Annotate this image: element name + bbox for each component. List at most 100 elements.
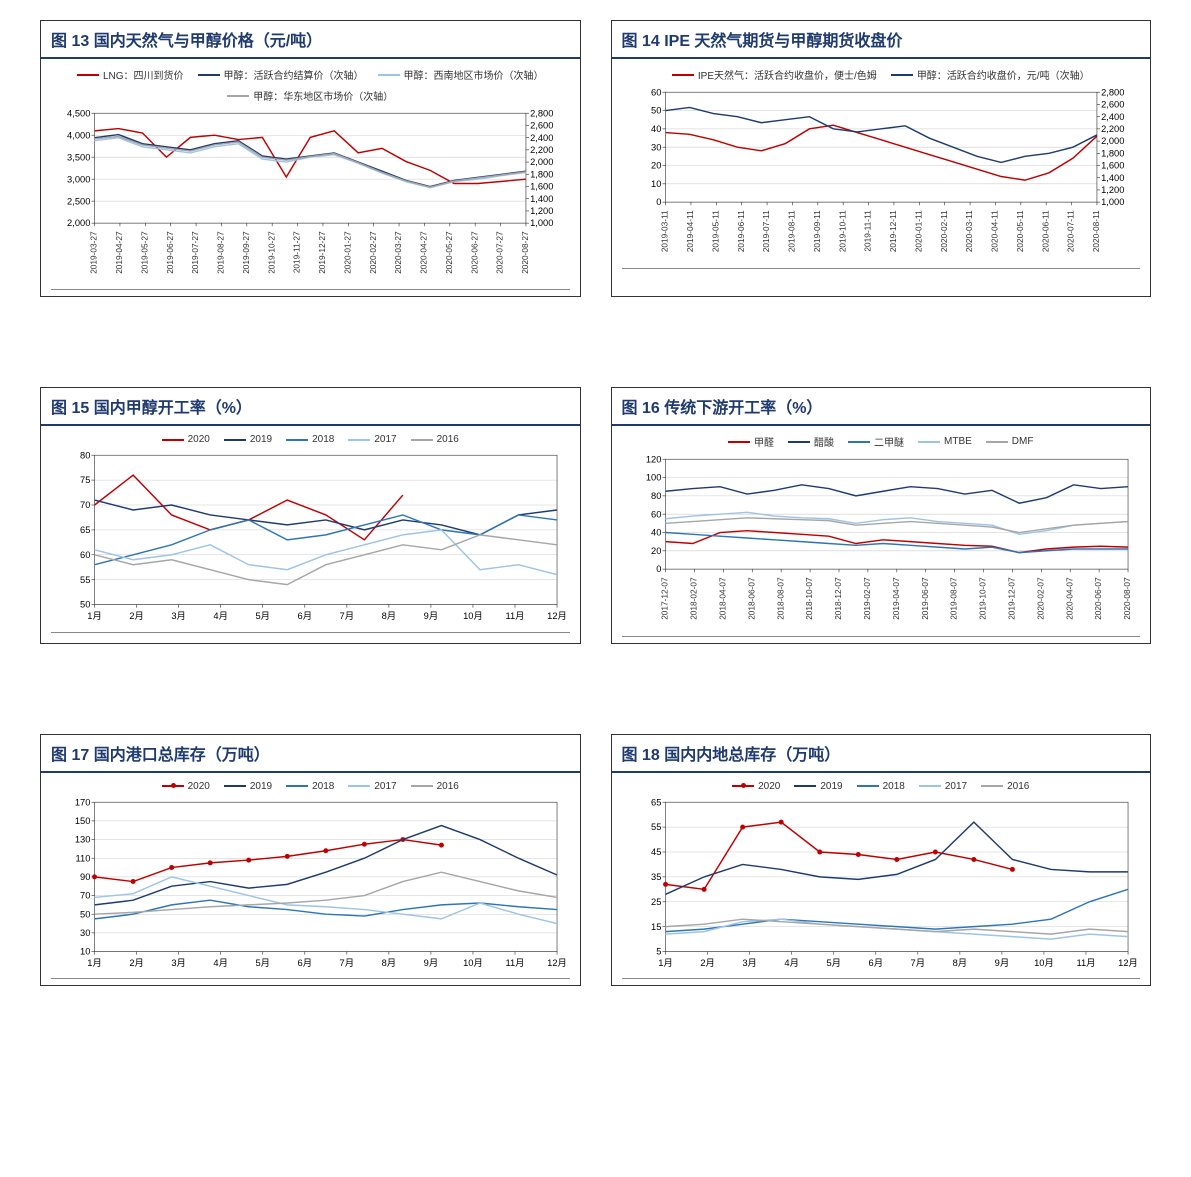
svg-text:2,600: 2,600 — [530, 121, 553, 131]
svg-text:6月: 6月 — [298, 958, 313, 968]
svg-text:6月: 6月 — [298, 611, 313, 621]
svg-text:5月: 5月 — [255, 611, 270, 621]
svg-text:65: 65 — [651, 797, 661, 807]
svg-text:2020-03-11: 2020-03-11 — [964, 210, 974, 252]
legend-label: 醋酸 — [814, 434, 834, 449]
panel-title-text: 国内内地总库存（万吨） — [660, 747, 840, 764]
svg-text:40: 40 — [651, 124, 661, 134]
svg-text:2019-07-11: 2019-07-11 — [761, 210, 771, 252]
svg-text:2020-04-11: 2020-04-11 — [989, 210, 999, 252]
svg-text:2020-06-27: 2020-06-27 — [469, 231, 479, 274]
divider — [622, 978, 1141, 979]
legend-item: 2017 — [348, 781, 396, 792]
legend-item: LNG：四川到货价 — [77, 67, 184, 82]
svg-text:11月: 11月 — [505, 611, 524, 621]
legend-swatch — [848, 441, 870, 443]
legend-item: 2016 — [981, 781, 1029, 792]
svg-text:2019-05-27: 2019-05-27 — [139, 231, 149, 274]
line-chart: 51525354555651月2月3月4月5月6月7月8月9月10月11月12月 — [622, 796, 1141, 972]
legend-item: 甲醇：活跃合约结算价（次轴） — [198, 67, 364, 82]
svg-text:2017-12-07: 2017-12-07 — [659, 577, 669, 620]
legend-swatch — [981, 785, 1003, 787]
legend-swatch — [378, 74, 400, 76]
svg-text:20: 20 — [651, 546, 661, 556]
svg-text:2,600: 2,600 — [1101, 100, 1124, 110]
svg-text:2020-02-27: 2020-02-27 — [368, 231, 378, 274]
legend-item: 2018 — [286, 781, 334, 792]
svg-text:2020-07-11: 2020-07-11 — [1065, 210, 1075, 252]
svg-text:120: 120 — [645, 455, 661, 465]
svg-text:7月: 7月 — [340, 611, 355, 621]
svg-text:0: 0 — [656, 197, 661, 207]
svg-text:2019-06-27: 2019-06-27 — [165, 231, 175, 274]
svg-text:150: 150 — [75, 816, 91, 826]
svg-text:10: 10 — [651, 179, 661, 189]
legend-item: 醋酸 — [788, 434, 834, 449]
divider — [51, 632, 570, 633]
svg-text:2019-10-11: 2019-10-11 — [837, 210, 847, 252]
legend-label: 2020 — [188, 434, 210, 445]
chart-legend: 20202019201820172016 — [51, 434, 570, 445]
panel-header: 图 15 国内甲醇开工率（%） — [41, 388, 580, 426]
svg-text:2月: 2月 — [129, 611, 144, 621]
svg-text:2018-08-07: 2018-08-07 — [775, 577, 785, 620]
svg-text:2,000: 2,000 — [1101, 136, 1124, 146]
svg-text:2020-05-27: 2020-05-27 — [444, 231, 454, 274]
legend-item: 2019 — [224, 434, 272, 445]
svg-text:60: 60 — [80, 550, 90, 560]
legend-swatch — [224, 785, 246, 787]
legend-swatch — [162, 439, 184, 441]
svg-text:3月: 3月 — [171, 958, 186, 968]
legend-item: 甲醇：活跃合约收盘价，元/吨（次轴） — [891, 67, 1090, 82]
svg-text:2019-08-27: 2019-08-27 — [216, 231, 226, 274]
panel-title-text: IPE 天然气期货与甲醇期货收盘价 — [660, 33, 903, 50]
panel-header: 图 17 国内港口总库存（万吨） — [41, 735, 580, 773]
legend-label: LNG：四川到货价 — [103, 67, 184, 82]
svg-text:25: 25 — [651, 896, 661, 906]
panel-title-text: 国内天然气与甲醇价格（元/吨） — [89, 33, 322, 50]
svg-text:4月: 4月 — [784, 958, 799, 968]
svg-text:2019-06-07: 2019-06-07 — [919, 577, 929, 620]
chart-panel-p14: 图 14 IPE 天然气期货与甲醇期货收盘价IPE天然气：活跃合约收盘价，便士/… — [611, 20, 1152, 297]
chart-body: 2020201920182017201610305070901101301501… — [41, 773, 580, 985]
svg-text:6月: 6月 — [868, 958, 883, 968]
legend-swatch — [788, 441, 810, 443]
line-chart: 01020304050601,0001,2001,4001,6001,8002,… — [622, 86, 1141, 262]
panel-title-num: 图 18 — [622, 747, 660, 764]
svg-text:5月: 5月 — [826, 958, 841, 968]
svg-text:2019-09-11: 2019-09-11 — [811, 210, 821, 252]
svg-text:1月: 1月 — [87, 958, 102, 968]
svg-text:70: 70 — [80, 500, 90, 510]
svg-text:12月: 12月 — [1118, 958, 1138, 968]
svg-text:3,500: 3,500 — [67, 152, 90, 162]
svg-text:2020-08-11: 2020-08-11 — [1091, 210, 1101, 252]
svg-text:2018-10-07: 2018-10-07 — [804, 577, 814, 620]
svg-text:2018-04-07: 2018-04-07 — [717, 577, 727, 620]
svg-text:2020-03-27: 2020-03-27 — [393, 231, 403, 274]
svg-text:2019-05-11: 2019-05-11 — [710, 210, 720, 252]
svg-text:2,200: 2,200 — [1101, 124, 1124, 134]
chart-body: 甲醛醋酸二甲醚MTBEDMF0204060801001202017-12-072… — [612, 426, 1151, 642]
legend-item: 2017 — [919, 781, 967, 792]
legend-swatch — [411, 439, 433, 441]
svg-text:2,800: 2,800 — [1101, 87, 1124, 97]
svg-text:2,200: 2,200 — [530, 145, 553, 155]
line-chart: 505560657075801月2月3月4月5月6月7月8月9月10月11月12… — [51, 449, 570, 625]
legend-swatch — [348, 785, 370, 787]
panel-title-num: 图 17 — [51, 747, 89, 764]
svg-text:2,400: 2,400 — [530, 133, 553, 143]
svg-text:2020-04-07: 2020-04-07 — [1064, 577, 1074, 620]
panel-title-num: 图 15 — [51, 400, 89, 417]
legend-label: 2018 — [312, 781, 334, 792]
svg-text:2018-06-07: 2018-06-07 — [746, 577, 756, 620]
chart-legend: 20202019201820172016 — [622, 781, 1141, 792]
svg-text:2019-07-27: 2019-07-27 — [190, 231, 200, 274]
legend-swatch — [728, 441, 750, 443]
legend-swatch — [286, 785, 308, 787]
chart-panel-p18: 图 18 国内内地总库存（万吨）202020192018201720165152… — [611, 734, 1152, 986]
svg-text:2020-06-11: 2020-06-11 — [1040, 210, 1050, 252]
legend-label: 甲醇：活跃合约收盘价，元/吨（次轴） — [917, 67, 1090, 82]
svg-text:2月: 2月 — [700, 958, 715, 968]
svg-text:2020-05-11: 2020-05-11 — [1014, 210, 1024, 252]
legend-item: 二甲醚 — [848, 434, 904, 449]
